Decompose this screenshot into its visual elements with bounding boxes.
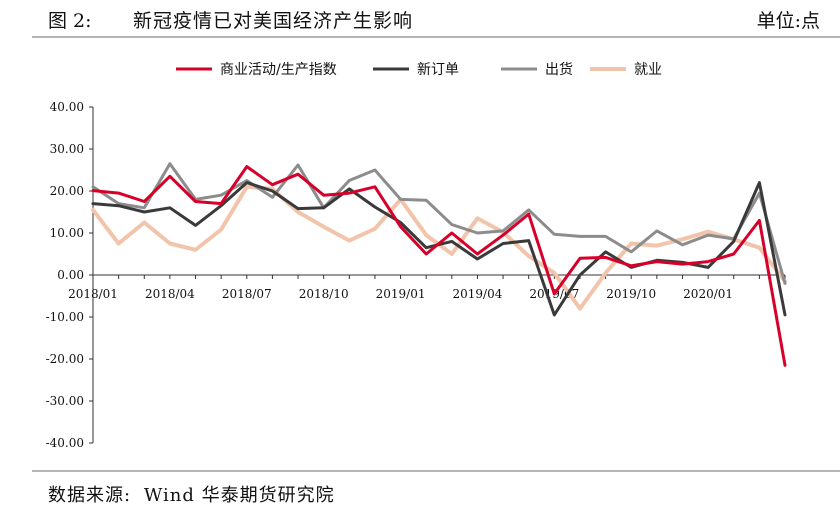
y-tick-label: 20.00 xyxy=(50,184,84,198)
x-tick-label: 2020/01 xyxy=(683,287,733,301)
legend: 商业活动/生产指数 新订单 出货 就业 xyxy=(176,61,662,78)
y-tick-label: 30.00 xyxy=(50,142,84,156)
line-chart: 商业活动/生产指数 新订单 出货 就业 40.00 30.00 20.00 10.00 0.0… xyxy=(46,61,787,450)
x-tick-label: 2018/10 xyxy=(299,287,349,301)
y-tick-label: 10.00 xyxy=(50,226,84,240)
x-tick-label: 2019/04 xyxy=(453,287,503,301)
source-label: 数据来源: xyxy=(48,485,132,506)
x-tick-label: 2019/10 xyxy=(606,287,656,301)
unit-label: 单位:点 xyxy=(756,10,820,32)
x-tick-label: 2018/07 xyxy=(222,287,272,301)
legend-label: 商业活动/生产指数 xyxy=(220,62,337,78)
figure-header: 图 2: 新冠疫情已对美国经济产生影响 单位:点 xyxy=(0,0,840,36)
y-tick-label: -10.00 xyxy=(46,310,84,324)
x-tick-label: 2018/04 xyxy=(145,287,195,301)
y-tick-label: -40.00 xyxy=(46,436,84,450)
series-layer xyxy=(91,162,787,367)
chart-title: 新冠疫情已对美国经济产生影响 xyxy=(133,10,414,32)
legend-label: 出货 xyxy=(545,61,573,78)
source-text: Wind 华泰期货研究院 xyxy=(143,485,335,506)
figure-label: 图 2: xyxy=(48,10,92,32)
top-rule xyxy=(32,36,840,38)
y-tick-label: -30.00 xyxy=(46,394,84,408)
legend-label: 新订单 xyxy=(417,62,459,78)
source-note: 数据来源: Wind 华泰期货研究院 xyxy=(48,481,341,507)
series-line xyxy=(91,162,787,285)
y-tick-label: 40.00 xyxy=(50,100,84,114)
series-line xyxy=(91,184,787,311)
y-tick-label: 0.00 xyxy=(57,268,84,282)
series-line xyxy=(91,165,787,367)
y-tick-label: -20.00 xyxy=(46,352,84,366)
x-tick-label: 2019/01 xyxy=(376,287,426,301)
legend-label: 就业 xyxy=(634,62,662,78)
axes: 40.00 30.00 20.00 10.00 0.00 -10.00 -20.00 -30.… xyxy=(46,100,786,450)
x-tick-label: 2018/01 xyxy=(68,287,118,301)
bottom-rule xyxy=(32,470,840,472)
